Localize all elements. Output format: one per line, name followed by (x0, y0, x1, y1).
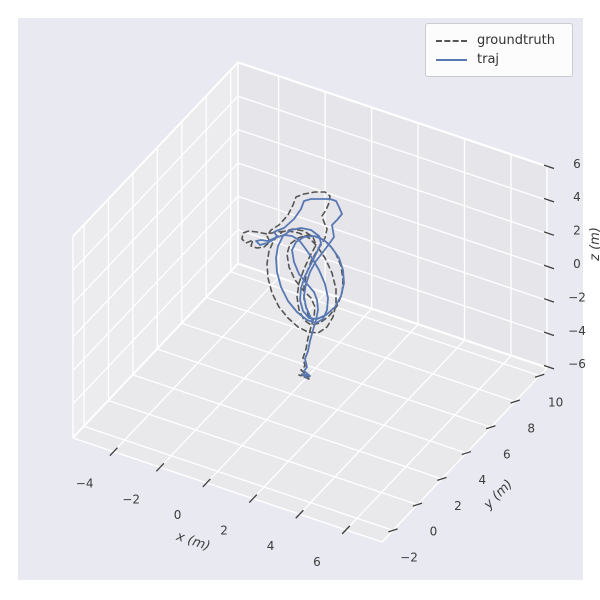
z-tick-label: −4 (568, 324, 586, 338)
y-tick (485, 425, 496, 430)
groundtruth-path (241, 191, 344, 380)
grid-leftwall-z (72, 195, 239, 371)
traj-path (255, 198, 345, 379)
grid-floor-x (299, 339, 465, 515)
legend-label-groundtruth: groundtruth (477, 33, 556, 48)
z-tick (543, 197, 555, 203)
grid-floor-y (132, 374, 443, 480)
x-tick (155, 462, 165, 472)
grid-rightwall-z (237, 62, 548, 168)
pane-edge (72, 437, 383, 543)
groundtruth-line-sample-icon (436, 39, 467, 42)
pane-edge (72, 61, 239, 237)
z-axis-label: z (m) (588, 227, 600, 262)
y-tick-label: 6 (503, 447, 511, 461)
grid-rightwall-z (237, 162, 548, 268)
grid-floor-y (83, 425, 394, 532)
x-tick-label: 2 (220, 524, 228, 538)
grid-floor-y (108, 400, 418, 506)
grid-rightwall-z (237, 128, 548, 235)
z-tick-label: 4 (573, 190, 581, 204)
x-tick (295, 509, 304, 519)
legend-entry-traj: traj (436, 53, 564, 66)
grid-floor-x (345, 355, 512, 531)
z-tick (543, 331, 555, 337)
grid-floor-x (252, 324, 419, 500)
y-tick-label: 10 (548, 396, 563, 410)
pane-edge (381, 367, 548, 543)
z-tick-label: −6 (568, 357, 586, 371)
tick-labels: −4 −2 0 2 4 6 −2 0 2 4 6 8 10 −6 −4 −2 0 2 4 6 (76, 157, 586, 569)
y-tick-label: 2 (454, 499, 462, 513)
legend-label-traj: traj (477, 52, 500, 67)
z-tick (543, 231, 555, 236)
grid-rightwall-z (237, 95, 548, 201)
y-tick (388, 528, 398, 533)
y-tick (510, 399, 521, 404)
grid-floor-y (181, 322, 491, 428)
y-tick (534, 373, 545, 378)
grid-floor-y (157, 348, 467, 454)
y-tick-label: 0 (430, 525, 438, 539)
y-tick (461, 450, 472, 456)
grid-leftwall-z (72, 162, 239, 338)
z-tick-label: 2 (573, 224, 581, 238)
pane-edge (237, 61, 548, 167)
y-tick-label: −2 (400, 550, 418, 564)
x-tick-label: −2 (122, 492, 140, 506)
legend-entry-groundtruth: groundtruth (436, 34, 564, 47)
x-tick (109, 447, 118, 457)
grid-leftwall-z (72, 229, 239, 405)
x-tick-label: 4 (267, 539, 275, 553)
traj-line-sample-icon (436, 58, 467, 61)
x-tick-label: 6 (313, 555, 321, 569)
tick-marks (109, 164, 555, 535)
z-tick (543, 298, 555, 303)
pane-floor (73, 264, 547, 542)
x-tick-label: −4 (76, 477, 94, 491)
grid-rightwall-z (237, 262, 548, 368)
x-tick (248, 494, 258, 504)
grid-leftwall-z (72, 95, 239, 271)
z-tick (543, 364, 555, 370)
y-tick-label: 8 (527, 422, 535, 436)
grid-floor-x (206, 308, 373, 484)
grid-floor-y (206, 296, 516, 403)
grid-floor-x (159, 292, 326, 468)
z-tick-label: −2 (568, 290, 586, 304)
x-tick (341, 525, 351, 535)
grid-leftwall-z (72, 129, 239, 305)
y-tick (412, 502, 423, 507)
z-tick-label: 0 (573, 257, 581, 271)
z-tick (543, 264, 555, 270)
y-tick-label: 4 (479, 473, 487, 487)
pane-edge (237, 263, 548, 369)
legend: groundtruth traj (425, 23, 573, 77)
pane-edge (72, 263, 239, 439)
x-tick (202, 478, 211, 488)
y-tick (437, 476, 447, 481)
x-tick-label: 0 (174, 508, 182, 522)
z-tick-label: 6 (573, 157, 581, 171)
grid-floor-x (113, 277, 280, 453)
z-tick (543, 164, 555, 170)
